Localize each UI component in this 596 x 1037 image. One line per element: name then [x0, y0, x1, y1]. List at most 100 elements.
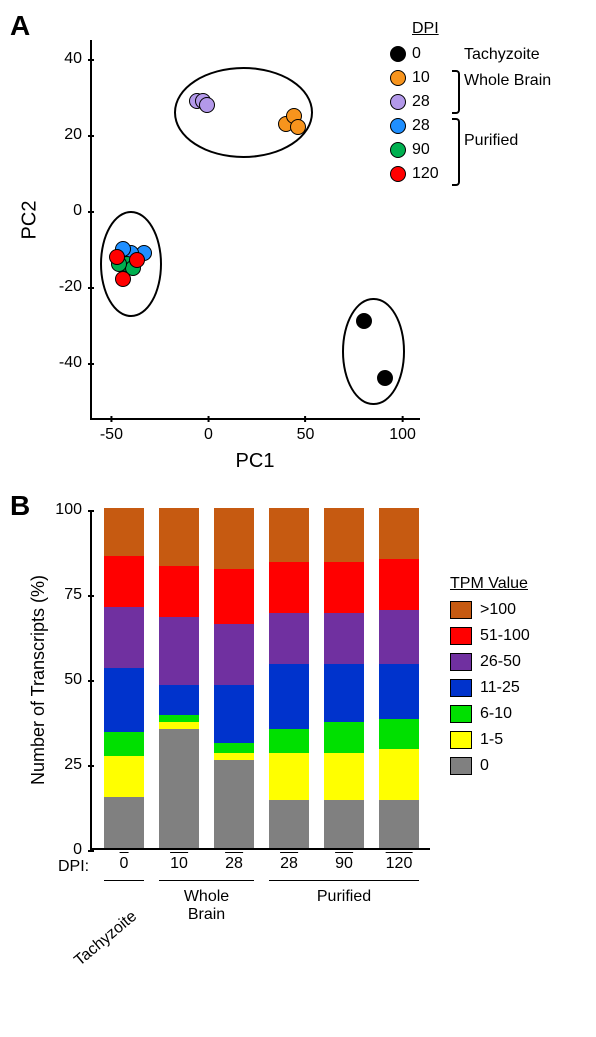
bar-segment: [379, 800, 419, 848]
panel-a-label: A: [10, 10, 30, 42]
legend-swatch: [450, 653, 472, 671]
x-tick: 120: [386, 848, 413, 873]
stacked-bar-chart: 0255075100010282890120TachyzoiteWholeBra…: [90, 510, 430, 850]
x-tick: 50: [297, 418, 315, 444]
legend-a-row: 120: [390, 162, 444, 186]
legend-b-row: 0: [450, 753, 530, 779]
dpi-prefix-label: DPI:: [58, 858, 89, 876]
scatter-point: [199, 97, 215, 113]
bar-segment: [379, 749, 419, 800]
legend-swatch: [450, 705, 472, 723]
bar-segment: [379, 508, 419, 559]
legend-swatch: [390, 46, 406, 62]
legend-swatch: [390, 70, 406, 86]
bar-segment: [324, 613, 364, 664]
bar-segment: [104, 556, 144, 607]
legend-swatch: [450, 601, 472, 619]
bar-segment: [269, 613, 309, 664]
x-tick: 10: [170, 848, 188, 873]
x-tick: -50: [100, 418, 123, 444]
group-tachyzoite: Tachyzoite: [464, 46, 540, 64]
bar-segment: [324, 562, 364, 613]
legend-a-row: 10: [390, 66, 444, 90]
legend-b-row: 1-5: [450, 727, 530, 753]
legend-b-row: 26-50: [450, 649, 530, 675]
x-tick: 28: [280, 848, 298, 873]
legend-dpi: 120: [412, 165, 444, 183]
y-tick: 0: [73, 202, 92, 220]
scatter-point: [115, 271, 131, 287]
group-purified: Purified: [464, 132, 518, 150]
y-tick: -20: [59, 278, 92, 296]
bar-segment: [159, 685, 199, 716]
group-underline: [104, 880, 144, 881]
bar-segment: [104, 668, 144, 733]
legend-dpi: 90: [412, 141, 444, 159]
bar-segment: [159, 729, 199, 848]
legend-label: 26-50: [480, 653, 521, 671]
scatter-point: [129, 252, 145, 268]
legend-a-row: 90: [390, 138, 444, 162]
bar-segment: [159, 617, 199, 685]
scatter-point: [109, 249, 125, 265]
bar-segment: [379, 559, 419, 610]
stacked-bar: [214, 508, 254, 848]
legend-a-row: 28: [390, 90, 444, 114]
legend-label: 1-5: [480, 731, 503, 749]
legend-swatch: [390, 118, 406, 134]
legend-dpi: 28: [412, 93, 444, 111]
legend-dpi: 28: [412, 117, 444, 135]
legend-label: 0: [480, 757, 489, 775]
legend-b-row: 6-10: [450, 701, 530, 727]
x-tick: 0: [120, 848, 129, 873]
legend-swatch: [390, 142, 406, 158]
legend-b-header: TPM Value: [450, 575, 530, 593]
group-label-purified: Purified: [317, 888, 371, 906]
y-tick: 40: [64, 50, 92, 68]
bar-segment: [324, 722, 364, 753]
bar-segment: [269, 800, 309, 848]
bar-segment: [379, 664, 419, 718]
bar-segment: [269, 729, 309, 753]
cluster-ellipse: [342, 298, 404, 404]
legend-label: 51-100: [480, 627, 530, 645]
bar-segment: [104, 732, 144, 756]
legend-label: 11-25: [480, 679, 520, 697]
legend-swatch: [450, 731, 472, 749]
panel-b-legend: TPM Value >100 51-100 26-50 11-25 6-10 1-5 0: [450, 575, 530, 779]
bar-segment: [214, 624, 254, 685]
bracket-icon: [452, 70, 460, 114]
stacked-bar: [324, 508, 364, 848]
legend-swatch: [450, 757, 472, 775]
group-underline: [159, 880, 254, 881]
y-tick: 0: [73, 841, 92, 859]
legend-a-row: 28: [390, 114, 444, 138]
legend-swatch: [390, 166, 406, 182]
stacked-bar: [104, 508, 144, 848]
legend-b-row: >100: [450, 597, 530, 623]
legend-swatch: [450, 627, 472, 645]
y-tick: -40: [59, 354, 92, 372]
bar-segment: [324, 800, 364, 848]
group-underline: [269, 880, 419, 881]
x-tick: 0: [204, 418, 213, 444]
x-tick: 28: [225, 848, 243, 873]
bar-segment: [104, 607, 144, 668]
bar-segment: [159, 508, 199, 566]
bar-segment: [269, 508, 309, 562]
panel-b-label: B: [10, 490, 30, 522]
bar-segment: [324, 664, 364, 722]
bar-segment: [214, 508, 254, 569]
bar-segment: [214, 569, 254, 623]
legend-b-row: 51-100: [450, 623, 530, 649]
scatter-point: [356, 313, 372, 329]
panel-a-legend: DPI 010282890120TachyzoiteWhole BrainPur…: [390, 20, 444, 186]
panel-a: A -40-2002040-50050100 PC2 PC1 DPI 01028…: [10, 10, 586, 490]
bar-segment: [104, 756, 144, 797]
pc2-axis-label: PC2: [19, 201, 42, 240]
bar-segment: [214, 685, 254, 743]
y-tick: 75: [64, 586, 92, 604]
scatter-plot: -40-2002040-50050100: [90, 40, 420, 420]
bar-segment: [104, 508, 144, 556]
x-tick: 90: [335, 848, 353, 873]
